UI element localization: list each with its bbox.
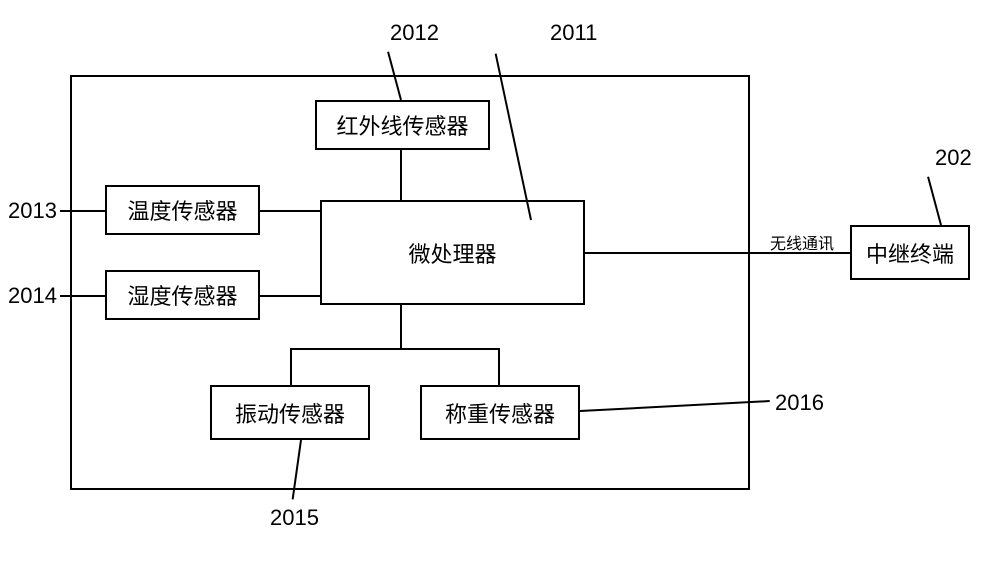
weight-sensor-box: 称重传感器: [420, 385, 580, 440]
line-infrared-processor: [400, 150, 402, 200]
ref-line-202: [927, 176, 942, 225]
line-to-weight: [498, 348, 500, 385]
wireless-label: 无线通讯: [770, 230, 834, 254]
line-humidity-processor: [260, 295, 320, 297]
line-processor-down: [400, 305, 402, 350]
temperature-sensor-label: 温度传感器: [127, 194, 237, 226]
temperature-sensor-box: 温度传感器: [105, 185, 260, 235]
ref-label-202: 202: [935, 145, 972, 171]
weight-sensor-label: 称重传感器: [445, 397, 555, 429]
humidity-sensor-box: 湿度传感器: [105, 270, 260, 320]
ref-label-2011: 2011: [550, 20, 597, 46]
ref-label-2012: 2012: [390, 20, 439, 46]
ref-line-2014: [60, 295, 105, 297]
infrared-sensor-box: 红外线传感器: [315, 100, 490, 150]
ref-line-2013: [60, 210, 105, 212]
ref-label-2013: 2013: [8, 198, 57, 224]
line-to-vibration: [290, 348, 292, 385]
relay-terminal-label: 中继终端: [866, 237, 954, 269]
microprocessor-label: 微处理器: [408, 237, 496, 269]
infrared-sensor-label: 红外线传感器: [336, 109, 468, 141]
ref-label-2015: 2015: [270, 505, 319, 531]
line-horizontal-bottom: [290, 348, 500, 350]
humidity-sensor-label: 湿度传感器: [127, 279, 237, 311]
vibration-sensor-label: 振动传感器: [235, 397, 345, 429]
line-temperature-processor: [260, 210, 320, 212]
vibration-sensor-box: 振动传感器: [210, 385, 370, 440]
relay-terminal-box: 中继终端: [850, 225, 970, 280]
ref-label-2016: 2016: [775, 390, 824, 416]
ref-label-2014: 2014: [8, 283, 57, 309]
microprocessor-box: 微处理器: [320, 200, 585, 305]
